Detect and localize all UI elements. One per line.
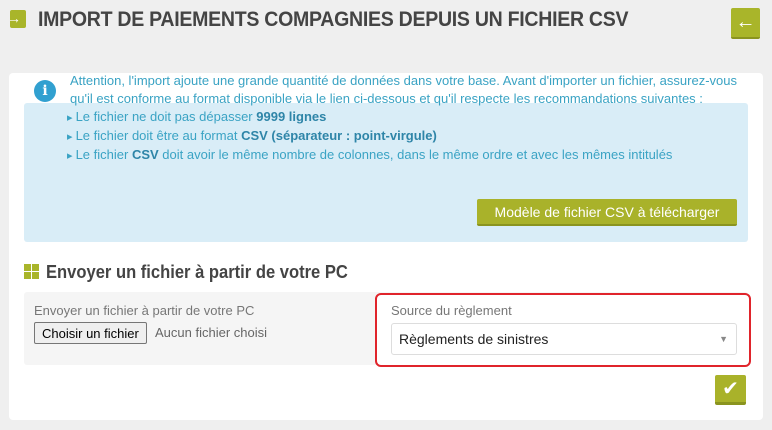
choose-file-button[interactable]: Choisir un fichier [34,322,147,344]
submit-button[interactable]: ✔ [715,375,746,405]
grid-icon [24,264,39,279]
arrow-left-icon: ← [735,11,756,33]
file-import-icon: → [7,10,26,28]
file-status: Aucun fichier choisi [155,325,267,340]
info-icon: i [34,80,56,102]
page-title: IMPORT DE PAIEMENTS COMPAGNIES DEPUIS UN… [38,8,629,31]
back-button[interactable]: ← [731,8,760,39]
info-item: Le fichier ne doit pas dépasser 9999 lig… [67,108,737,127]
source-label: Source du règlement [391,303,512,318]
chevron-down-icon: ▼ [719,334,728,344]
info-item: Le fichier CSV doit avoir le même nombre… [67,146,737,165]
check-icon: ✔ [722,378,739,400]
download-csv-model-button[interactable]: Modèle de fichier CSV à télécharger [477,199,737,226]
source-selected-value: Règlements de sinistres [399,331,549,347]
info-text: Attention, l'import ajoute une grande qu… [70,72,737,165]
info-item: Le fichier doit être au format CSV (sépa… [67,127,737,146]
source-select[interactable]: Règlements de sinistres ▼ [391,323,737,355]
info-intro: Attention, l'import ajoute une grande qu… [70,73,737,106]
section-title: Envoyer un fichier à partir de votre PC [46,262,348,282]
upload-label: Envoyer un fichier à partir de votre PC [34,303,255,318]
